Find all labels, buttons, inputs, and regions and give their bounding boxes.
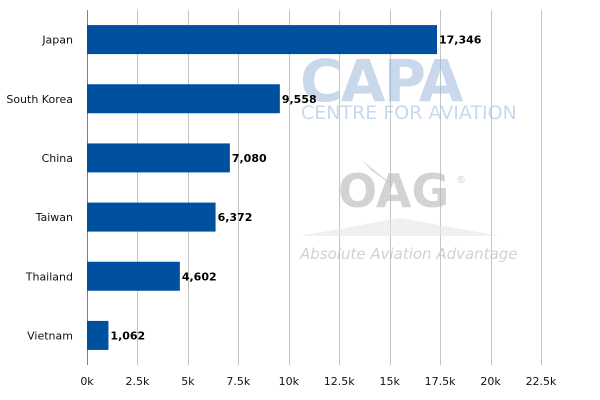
category-label: China [42, 152, 73, 165]
bar-taiwan [87, 202, 216, 232]
x-tick-label: 2.5k [126, 375, 150, 388]
x-tick-label: 7.5k [226, 375, 250, 388]
gridlines [87, 10, 542, 365]
x-tick-label: 17.5k [425, 375, 456, 388]
category-label: Vietnam [27, 329, 73, 342]
bar-china [87, 143, 230, 173]
x-tick-label: 5k [181, 375, 195, 388]
oag-shine-shape [300, 218, 500, 236]
bar-value-label: 7,080 [232, 152, 267, 165]
bar-south-korea [87, 84, 280, 114]
capa-watermark: CAPA [300, 47, 464, 115]
category-label: Taiwan [35, 211, 73, 224]
x-tick-label: 22.5k [526, 375, 557, 388]
capa-subtext-watermark: CENTRE FOR AVIATION [301, 102, 517, 124]
oag-tagline-watermark: Absolute Aviation Advantage [299, 245, 518, 263]
bar-value-label: 6,372 [218, 211, 253, 224]
bars [87, 25, 438, 350]
x-tick-label: 0k [80, 375, 94, 388]
data-labels: 17,346 9,558 7,080 6,372 4,602 1,062 [110, 34, 481, 343]
bar-value-label: 17,346 [439, 34, 482, 47]
category-label: Japan [41, 34, 73, 47]
oag-registered-mark: ® [456, 175, 466, 186]
category-axis-labels: Japan South Korea China Taiwan Thailand Vietn… [6, 34, 73, 343]
bar-thailand [87, 261, 180, 291]
x-tick-label: 20k [480, 375, 501, 388]
value-axis-tick-labels: 0k 2.5k 5k 7.5k 10k 12.5k 15k 17.5k 20k 22.5k [80, 375, 557, 388]
category-label: South Korea [6, 93, 73, 106]
bar-vietnam [87, 320, 109, 350]
x-tick-label: 10k [279, 375, 300, 388]
category-label: Thailand [25, 270, 73, 283]
bar-value-label: 4,602 [182, 270, 217, 283]
x-tick-label: 15k [379, 375, 400, 388]
watermarks: CAPA CENTRE FOR AVIATION OAG ® Absolute … [299, 47, 518, 263]
bar-value-label: 9,558 [282, 93, 317, 106]
oag-watermark: OAG [338, 164, 449, 218]
x-tick-label: 12.5k [324, 375, 355, 388]
oag-swoosh-icon [362, 160, 396, 188]
bar-value-label: 1,062 [110, 329, 145, 342]
bar-japan [87, 25, 438, 55]
